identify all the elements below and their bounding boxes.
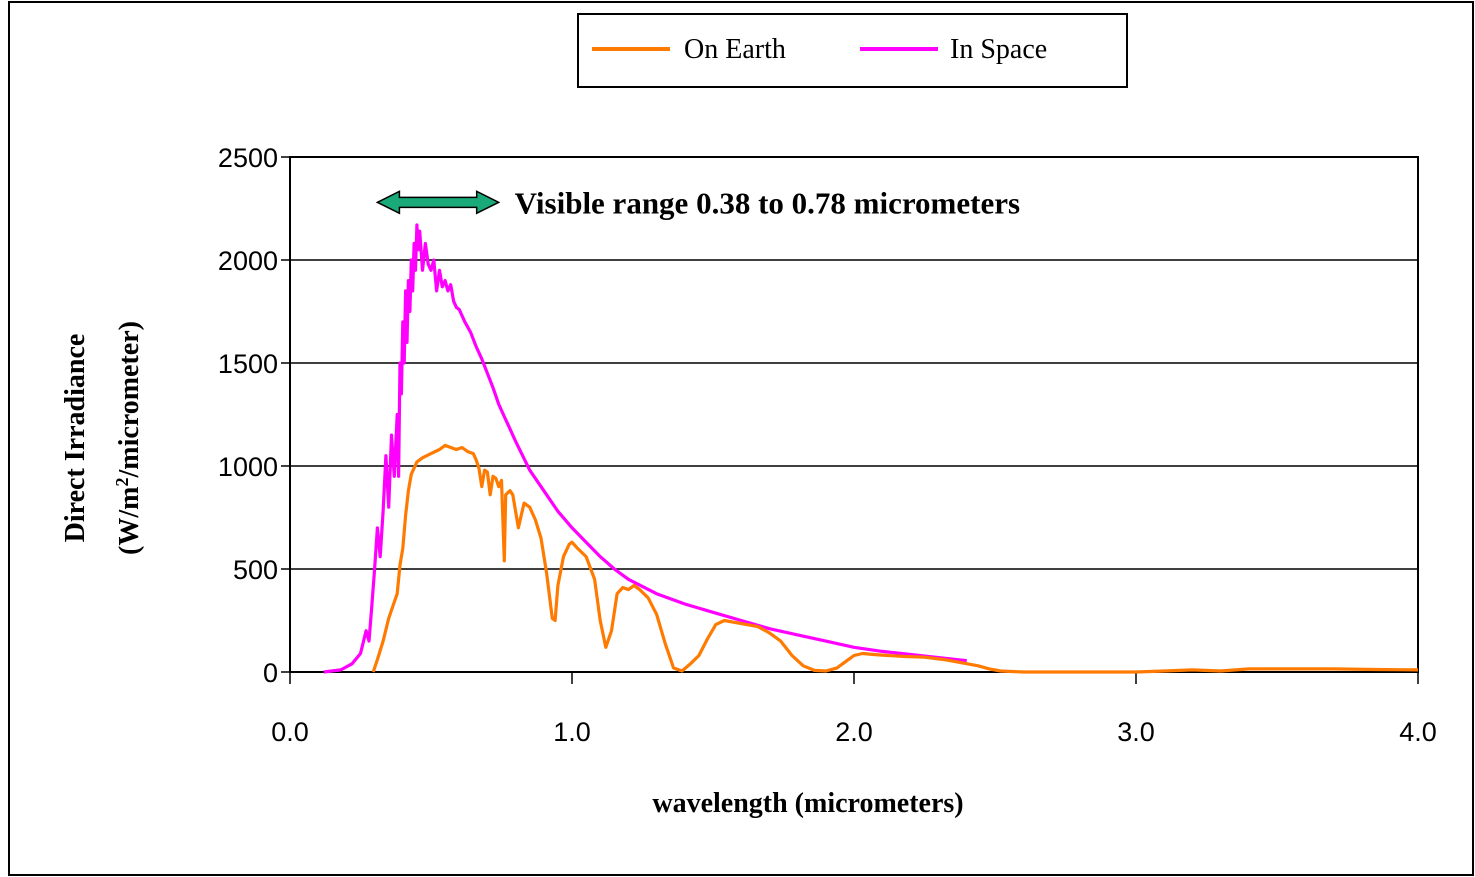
y-axis: 0 500 1000 1500 2000 2500 [218, 143, 290, 688]
y-tick-label-2: 1000 [218, 452, 278, 482]
y-axis-title-sup: 2 [112, 478, 132, 487]
series-line-in-space [323, 223, 967, 674]
y-tick-label-3: 1500 [218, 349, 278, 379]
visible-range-annotation: Visible range 0.38 to 0.78 micrometers [375, 185, 1020, 220]
x-tick-label-0: 0.0 [271, 717, 309, 747]
y-axis-title-line2: (W/m2/micrometer) [112, 321, 145, 555]
x-tick-label-4: 4.0 [1399, 717, 1437, 747]
y-axis-title-suffix: /micrometer) [114, 321, 145, 479]
legend-label-in-space: In Space [950, 34, 1047, 65]
legend: On Earth In Space [577, 13, 1128, 88]
x-tick-label-3: 3.0 [1117, 717, 1155, 747]
y-tick-label-1: 500 [233, 555, 278, 585]
x-tick-label-2: 2.0 [835, 717, 873, 747]
y-tick-label-5: 2500 [218, 143, 278, 173]
double-arrow-icon [375, 190, 501, 215]
x-tick-label-1: 1.0 [553, 717, 591, 747]
annotation-label: Visible range 0.38 to 0.78 micrometers [515, 185, 1020, 220]
outer-border [8, 1, 1474, 876]
y-tick-label-0: 0 [263, 658, 278, 688]
y-axis-title-line1: Direct Irradiance [60, 334, 91, 543]
series-line-on-earth [371, 443, 1419, 674]
legend-label-on-earth: On Earth [684, 34, 786, 65]
y-axis-title: Direct Irradiance (W/m2/micrometer) [60, 321, 145, 555]
x-axis: 0.0 1.0 2.0 3.0 4.0 [271, 672, 1437, 747]
y-axis-title-prefix: (W/m [114, 487, 145, 555]
y-tick-label-4: 2000 [218, 246, 278, 276]
x-axis-title: wavelength (micrometers) [652, 788, 963, 819]
series-layer [323, 223, 1419, 674]
